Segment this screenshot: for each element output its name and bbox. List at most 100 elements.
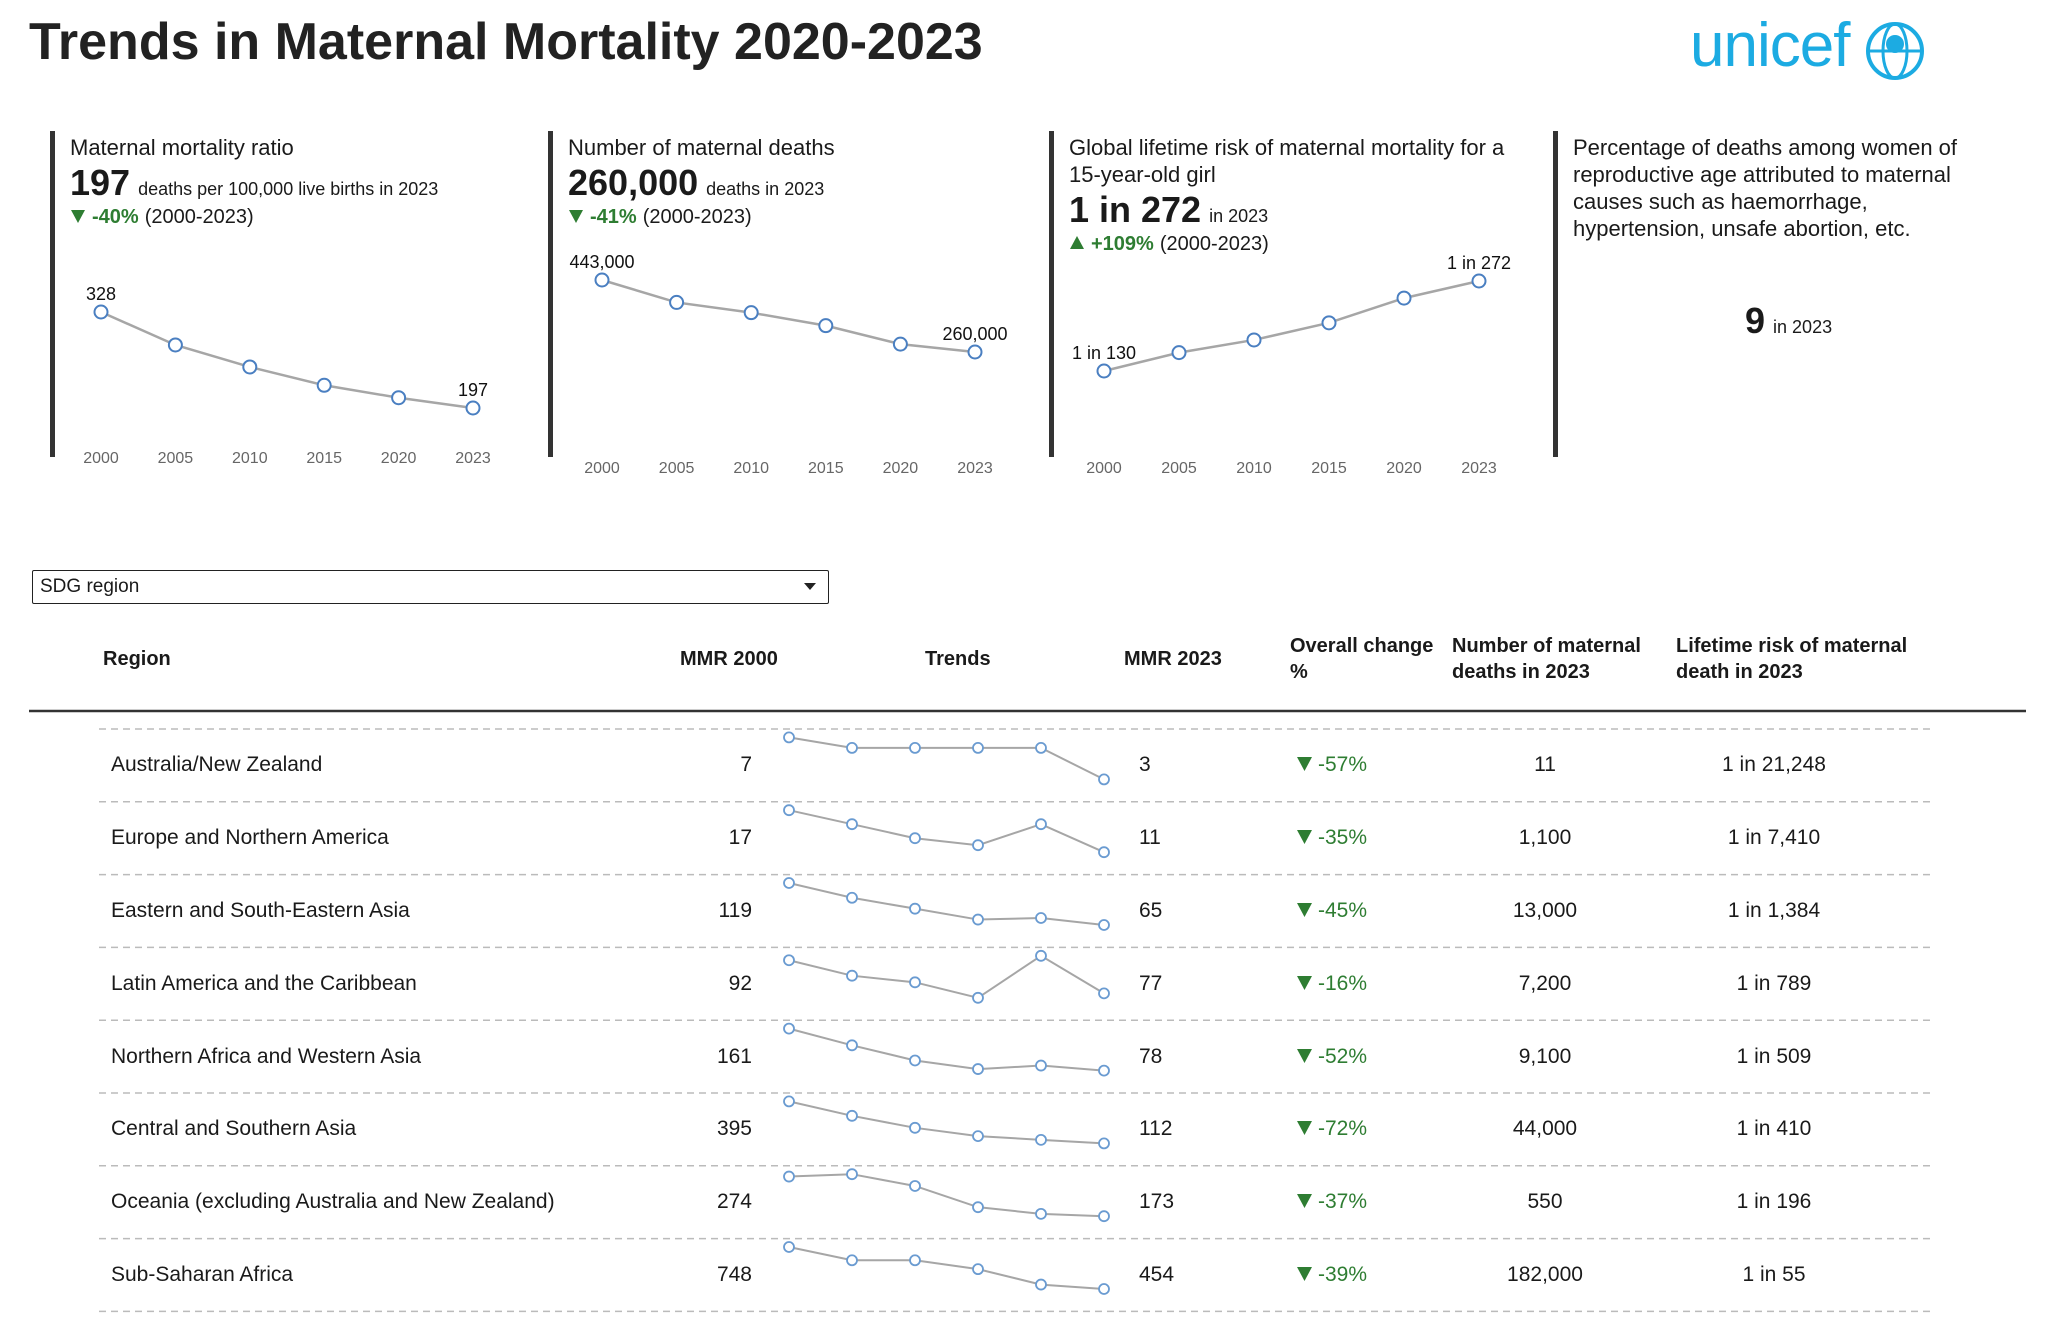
data-point (316, 377, 332, 393)
data-point (1321, 315, 1337, 331)
change-cell: -57% (1296, 752, 1367, 778)
sparkline-point (972, 1063, 984, 1075)
data-point (167, 337, 183, 353)
change-row: -40% (2000-2023) (70, 206, 530, 229)
deaths-cell: 44,000 (1512, 1117, 1578, 1141)
sparkline-point (972, 991, 984, 1004)
data-point (1096, 363, 1112, 379)
dropdown-label: SDG region (40, 576, 140, 597)
sparkline-point (1035, 742, 1047, 754)
column-header: Region (103, 648, 171, 670)
sparkline-point (1035, 1207, 1047, 1220)
region-cell: Europe and Northern America (111, 826, 389, 850)
deaths-cell: 11 (1534, 753, 1556, 777)
column-header: Trends (925, 648, 991, 670)
sparkline-point (1098, 1137, 1110, 1150)
sparkline-point (846, 1168, 858, 1181)
mmr-2000-cell: 274 (716, 1190, 752, 1214)
headline: 9 (1745, 300, 1766, 341)
change-cell: -37% (1296, 1189, 1367, 1215)
region-cell: Central and Southern Asia (111, 1117, 357, 1141)
sparkline-point (909, 1121, 921, 1134)
column-header: Overall change % (1290, 635, 1434, 683)
region-cell: Eastern and South-Eastern Asia (111, 899, 410, 922)
data-point (1246, 332, 1262, 348)
sparkline-point (909, 1054, 921, 1067)
data-label: 1 in 130 (1072, 343, 1136, 363)
sparkline-point (783, 1022, 795, 1035)
data-label: 1 in 272 (1447, 253, 1511, 273)
change-value: +109% (1091, 233, 1154, 255)
data-point (391, 390, 407, 406)
deaths-cell: 9,100 (1518, 1044, 1572, 1068)
sparkline-point (1098, 846, 1110, 859)
sparkline-point (909, 1180, 921, 1192)
deaths-cell: 13,000 (1512, 899, 1578, 922)
x-tick-label: 2010 (1236, 460, 1272, 477)
column-header: MMR 2023 (1124, 648, 1222, 670)
x-tick-label: 2005 (158, 450, 194, 467)
risk-cell: 1 in 789 (1736, 971, 1812, 995)
sparkline-point (783, 1095, 795, 1108)
data-point (669, 294, 685, 310)
sparkline-point (783, 1170, 795, 1183)
card-title: Percentage of deaths among women of repr… (1573, 135, 1958, 241)
risk-cell: 1 in 1,384 (1727, 899, 1821, 922)
change-arrow (1297, 1048, 1312, 1063)
data-point (93, 304, 109, 320)
change-row: -41% (2000-2023) (568, 206, 1028, 229)
headline-note: deaths per 100,000 live births in 2023 (138, 179, 439, 199)
x-tick-label: 2020 (883, 460, 919, 477)
x-tick-label: 2020 (1386, 460, 1422, 477)
card-bar (1553, 131, 1558, 457)
sparkline-point (846, 1109, 858, 1122)
sparkline-point (909, 902, 921, 915)
sparkline (788, 954, 1105, 999)
data-point (465, 400, 481, 416)
sparkline (788, 882, 1105, 926)
x-tick-label: 2015 (1311, 460, 1347, 477)
x-tick-label: 2010 (733, 460, 769, 477)
sparkline-point (1035, 818, 1047, 831)
mmr-2000-cell: 395 (716, 1117, 752, 1141)
data-point (967, 344, 983, 360)
risk-cell: 1 in 509 (1736, 1044, 1812, 1068)
change-arrow (1297, 757, 1312, 772)
x-tick-label: 2015 (808, 460, 844, 477)
change-value: -35% (1318, 826, 1368, 850)
change-arrow (1297, 1194, 1312, 1209)
sparkline-point (1098, 919, 1110, 931)
trend-line (601, 278, 976, 354)
headline: 260,000 (568, 162, 699, 203)
logo-globe (1866, 22, 1924, 80)
headline-row: 260,000 deaths in 2023 (568, 162, 1028, 204)
region-cell: Australia/New Zealand (111, 753, 323, 777)
data-label: 443,000 (569, 252, 634, 272)
card: Maternal mortality ratio 197 deaths per 10… (70, 134, 530, 229)
change-arrow (1297, 903, 1312, 917)
region-cell: Latin America and the Caribbean (111, 971, 417, 995)
sparkline-point (1098, 1064, 1110, 1077)
card-bar (548, 131, 553, 457)
mmr-2000-cell: 7 (740, 753, 752, 777)
region-cell: Northern Africa and Western Asia (111, 1044, 422, 1068)
trend-line (1103, 279, 1480, 373)
card: Number of maternal deaths 260,000 deaths i… (568, 134, 1028, 229)
x-tick-label: 2010 (232, 450, 268, 467)
risk-cell: 1 in 196 (1736, 1190, 1812, 1214)
sparkline-point (909, 976, 921, 989)
data-label: 328 (86, 284, 116, 304)
sparkline-point (1098, 773, 1110, 786)
mmr-2023-cell: 173 (1139, 1190, 1175, 1214)
region-dropdown[interactable]: SDG region (32, 570, 829, 604)
sparkline-point (846, 818, 858, 831)
card-title: Maternal mortality ratio (70, 135, 294, 160)
x-tick-label: 2023 (957, 460, 993, 477)
sparkline-point (1035, 1133, 1047, 1146)
change-value: -57% (1318, 753, 1368, 777)
card-bar (1049, 131, 1054, 457)
sparkline (788, 1100, 1105, 1145)
change-value: -40% (92, 206, 139, 228)
